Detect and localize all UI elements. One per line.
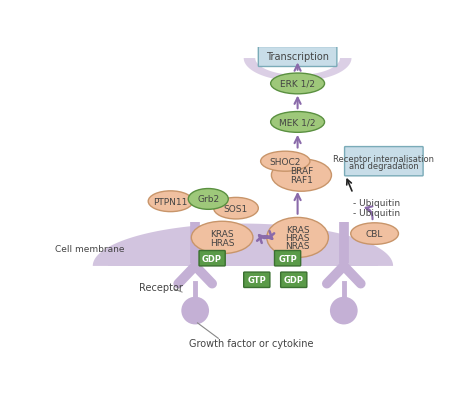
FancyBboxPatch shape — [281, 272, 307, 288]
Text: Transcription: Transcription — [266, 53, 329, 62]
Text: ERK 1/2: ERK 1/2 — [280, 80, 315, 89]
FancyBboxPatch shape — [274, 251, 301, 266]
FancyArrowPatch shape — [257, 232, 272, 241]
Text: GTP: GTP — [247, 275, 266, 285]
Circle shape — [330, 297, 358, 325]
Text: Receptor internalisation: Receptor internalisation — [333, 154, 434, 163]
Ellipse shape — [351, 223, 399, 245]
Text: Receptor: Receptor — [138, 283, 182, 293]
Text: and degradation: and degradation — [349, 162, 419, 171]
Text: SHOC2: SHOC2 — [270, 157, 301, 166]
Text: GDP: GDP — [202, 254, 222, 263]
Text: Cell membrane: Cell membrane — [55, 245, 125, 254]
Text: Grb2: Grb2 — [197, 195, 219, 204]
Polygon shape — [93, 224, 393, 266]
Text: KRAS: KRAS — [286, 226, 310, 235]
FancyBboxPatch shape — [244, 272, 270, 288]
Text: KRAS: KRAS — [210, 229, 234, 239]
Text: MEK 1/2: MEK 1/2 — [279, 118, 316, 127]
FancyBboxPatch shape — [258, 47, 337, 67]
Text: SOS1: SOS1 — [224, 204, 248, 213]
Ellipse shape — [191, 222, 253, 254]
Text: GDP: GDP — [284, 275, 304, 285]
Text: BRAF: BRAF — [290, 166, 313, 176]
Text: RAF1: RAF1 — [290, 176, 313, 185]
Text: NRAS: NRAS — [285, 241, 310, 250]
Ellipse shape — [271, 74, 325, 95]
FancyBboxPatch shape — [345, 147, 423, 176]
Text: - Ubiquitin: - Ubiquitin — [353, 208, 400, 217]
Text: - Ubiquitin: - Ubiquitin — [353, 199, 400, 208]
Ellipse shape — [271, 112, 325, 133]
Text: HRAS: HRAS — [210, 239, 234, 248]
Ellipse shape — [272, 160, 331, 192]
Text: GTP: GTP — [278, 254, 297, 263]
Ellipse shape — [188, 189, 228, 210]
Ellipse shape — [261, 152, 310, 172]
Ellipse shape — [267, 218, 328, 258]
FancyBboxPatch shape — [199, 251, 225, 266]
Polygon shape — [244, 59, 352, 82]
FancyArrowPatch shape — [259, 234, 274, 243]
Ellipse shape — [214, 198, 258, 219]
Circle shape — [182, 297, 209, 325]
Text: CBL: CBL — [366, 229, 383, 239]
Ellipse shape — [148, 191, 193, 212]
Text: HRAS: HRAS — [285, 233, 310, 242]
Text: Growth factor or cytokine: Growth factor or cytokine — [189, 338, 314, 348]
Text: PTPN11: PTPN11 — [154, 197, 188, 206]
FancyArrowPatch shape — [366, 207, 373, 220]
